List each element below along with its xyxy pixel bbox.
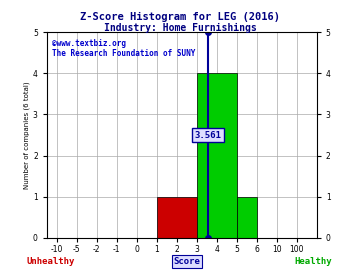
Text: Score: Score — [174, 257, 201, 266]
Text: 3.561: 3.561 — [195, 130, 221, 140]
Y-axis label: Number of companies (6 total): Number of companies (6 total) — [24, 81, 30, 189]
Text: ©www.textbiz.org
The Research Foundation of SUNY: ©www.textbiz.org The Research Foundation… — [52, 39, 195, 58]
Text: Healthy: Healthy — [294, 257, 332, 266]
Text: Z-Score Histogram for LEG (2016): Z-Score Histogram for LEG (2016) — [80, 12, 280, 22]
Text: Unhealthy: Unhealthy — [26, 257, 75, 266]
Bar — [237, 197, 257, 238]
Text: Industry: Home Furnishings: Industry: Home Furnishings — [104, 23, 256, 33]
Bar — [197, 73, 237, 238]
Bar — [157, 197, 197, 238]
